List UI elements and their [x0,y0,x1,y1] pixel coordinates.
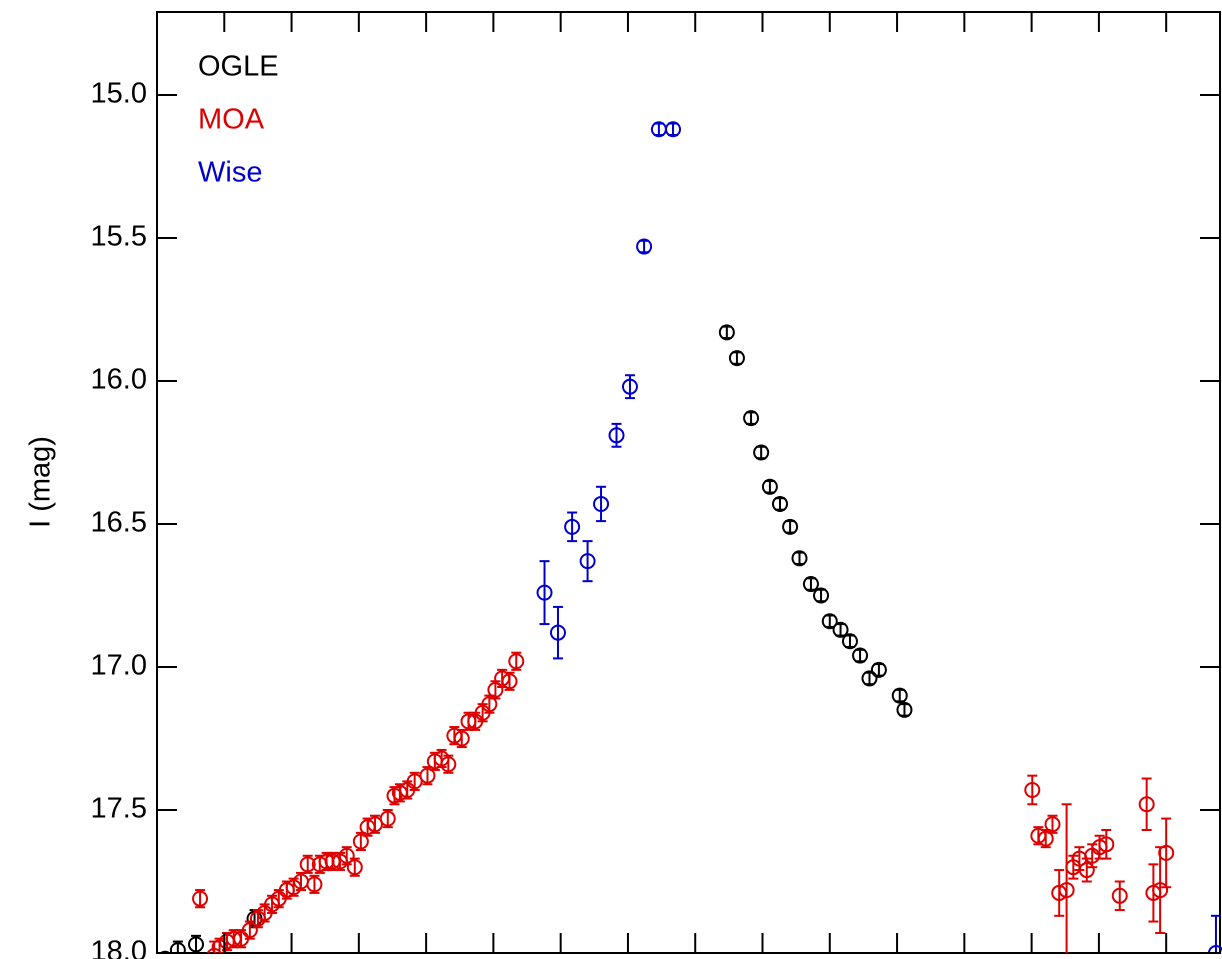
y-tick-label: 17.0 [91,650,147,682]
data-point [753,444,770,461]
data-point [206,947,222,953]
data-point [1158,844,1175,861]
data-point [192,890,209,907]
data-point [621,378,638,395]
data-point [241,922,258,939]
data-point [1138,796,1155,813]
data-point [564,518,581,535]
data-point [169,942,186,953]
data-point [608,427,625,444]
data-point [508,653,525,670]
data-point [406,773,423,790]
data-point [1037,830,1054,847]
data-point [896,701,913,718]
data-point [536,584,553,601]
data-point [346,859,363,876]
data-point [832,621,849,638]
data-point [718,324,735,341]
data-point [366,816,383,833]
data-point [440,756,457,773]
data-point [728,350,745,367]
legend-entry: OGLE [198,51,279,83]
plot-area [159,121,1222,953]
data-point [821,613,838,630]
data-point [1044,816,1061,833]
data-point [352,833,369,850]
y-tick-label: 15.5 [91,221,147,253]
data-point [665,121,682,138]
y-tick-label: 17.5 [91,793,147,825]
data-point [338,847,355,864]
data-point [861,670,878,687]
data-point [1078,862,1095,879]
legend-entry: Wise [198,157,262,189]
data-point [481,696,498,713]
data-point [852,647,869,664]
data-point [188,936,205,953]
data-point [1024,781,1041,798]
data-point [791,550,808,567]
data-point [549,624,566,641]
data-point [841,633,858,650]
y-tick-label: 16.5 [91,507,147,539]
data-point [870,661,887,678]
y-tick-label: 18.0 [91,936,147,959]
data-point [501,673,518,690]
data-point [299,856,316,873]
data-point [1152,882,1169,899]
data-point [379,810,396,827]
data-point [306,876,323,893]
data-point [782,518,799,535]
data-point [1111,887,1128,904]
data-point [487,681,504,698]
data-point [1098,836,1115,853]
data-point [891,687,908,704]
data-point [636,238,653,255]
data-point [159,950,171,953]
data-point [761,478,778,495]
plot-frame [156,11,1221,954]
y-tick-label: 16.0 [91,364,147,396]
data-point [813,587,830,604]
legend-entry: MOA [198,104,265,136]
data-point [593,495,610,512]
data-point [579,553,596,570]
data-point [743,410,760,427]
data-point [419,767,436,784]
y-axis-label: I (mag) [25,436,57,528]
y-tick-label: 15.0 [91,78,147,110]
data-point [1058,882,1075,899]
data-point [453,730,470,747]
data-point [802,576,819,593]
data-point [1207,945,1222,953]
data-point [771,495,788,512]
